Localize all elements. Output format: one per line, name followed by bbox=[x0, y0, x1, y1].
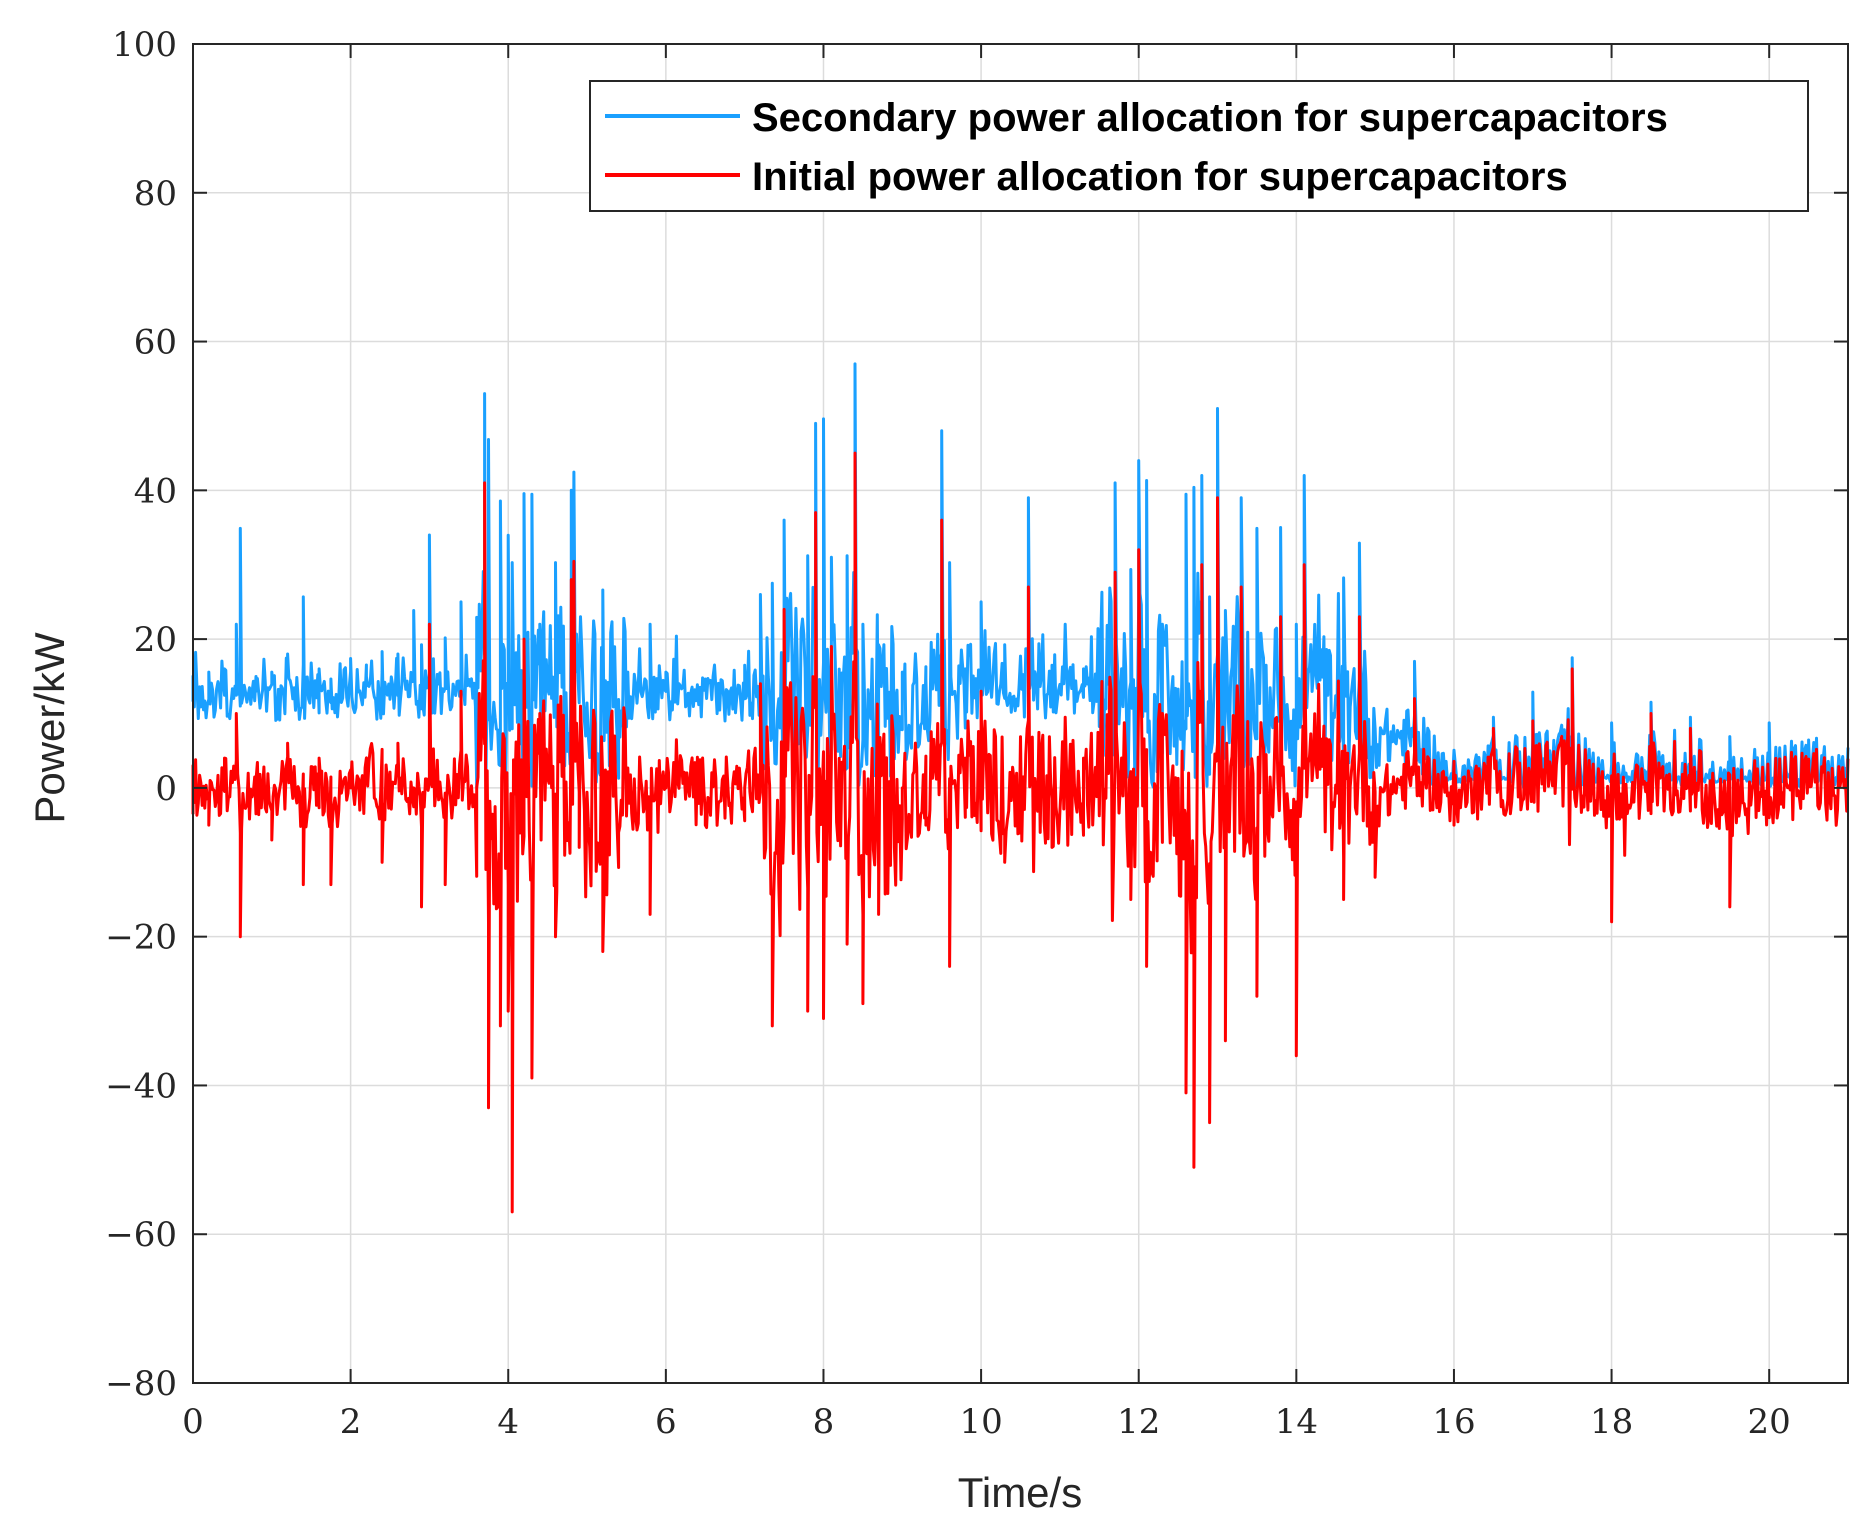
plot-area-frame bbox=[192, 43, 1849, 1384]
y-tick-label: −80 bbox=[105, 1364, 177, 1404]
y-axis-tick-labels: −80 −60 −40 −20 0 20 40 60 80 100 bbox=[105, 25, 177, 1404]
axis-ticks bbox=[192, 43, 1848, 1384]
x-tick-label: 16 bbox=[1432, 1402, 1475, 1442]
x-tick-label: 20 bbox=[1748, 1402, 1791, 1442]
y-tick-label: −20 bbox=[105, 918, 177, 958]
legend: Secondary power allocation for supercapa… bbox=[589, 80, 1809, 212]
x-axis-title: Time/s bbox=[958, 1469, 1082, 1516]
x-tick-label: 0 bbox=[182, 1402, 204, 1442]
series-line-initial bbox=[191, 451, 1850, 1214]
y-tick-label: 80 bbox=[134, 174, 177, 214]
legend-label-initial: Initial power allocation for supercapaci… bbox=[752, 155, 1568, 199]
x-tick-label: 18 bbox=[1590, 1402, 1633, 1442]
x-tick-label: 14 bbox=[1275, 1402, 1318, 1442]
y-tick-label: 0 bbox=[155, 769, 177, 809]
data-series bbox=[191, 362, 1850, 1214]
x-tick-label: 2 bbox=[340, 1402, 362, 1442]
x-tick-label: 10 bbox=[959, 1402, 1002, 1442]
y-axis-title: Power/kW bbox=[26, 632, 73, 824]
y-tick-label: 100 bbox=[112, 25, 177, 65]
legend-box bbox=[589, 80, 1809, 212]
y-tick-label: 40 bbox=[134, 471, 177, 511]
x-tick-label: 8 bbox=[813, 1402, 835, 1442]
legend-label-secondary: Secondary power allocation for supercapa… bbox=[752, 96, 1668, 140]
y-tick-label: −40 bbox=[105, 1066, 177, 1106]
y-tick-label: 60 bbox=[134, 323, 177, 363]
x-tick-label: 6 bbox=[655, 1402, 677, 1442]
y-tick-label: 20 bbox=[134, 620, 177, 660]
x-tick-label: 12 bbox=[1117, 1402, 1160, 1442]
y-tick-label: −60 bbox=[105, 1215, 177, 1255]
x-axis-tick-labels: 0 2 4 6 8 10 12 14 16 18 20 bbox=[182, 1402, 1791, 1442]
x-tick-label: 4 bbox=[497, 1402, 519, 1442]
